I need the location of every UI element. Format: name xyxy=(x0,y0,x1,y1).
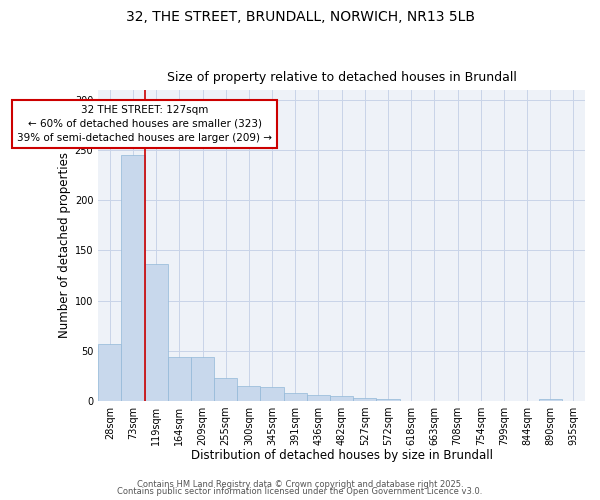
Bar xyxy=(307,395,330,401)
Bar xyxy=(168,357,191,401)
Bar xyxy=(353,398,376,401)
Bar xyxy=(191,357,214,401)
Text: 32 THE STREET: 127sqm
← 60% of detached houses are smaller (323)
39% of semi-det: 32 THE STREET: 127sqm ← 60% of detached … xyxy=(17,105,272,143)
Bar xyxy=(237,386,260,401)
Text: 32, THE STREET, BRUNDALL, NORWICH, NR13 5LB: 32, THE STREET, BRUNDALL, NORWICH, NR13 … xyxy=(125,10,475,24)
Bar xyxy=(539,399,562,401)
Bar xyxy=(214,378,237,401)
Text: Contains HM Land Registry data © Crown copyright and database right 2025.: Contains HM Land Registry data © Crown c… xyxy=(137,480,463,489)
Title: Size of property relative to detached houses in Brundall: Size of property relative to detached ho… xyxy=(167,72,517,85)
X-axis label: Distribution of detached houses by size in Brundall: Distribution of detached houses by size … xyxy=(191,450,493,462)
Y-axis label: Number of detached properties: Number of detached properties xyxy=(58,152,71,338)
Bar xyxy=(98,344,121,401)
Text: Contains public sector information licensed under the Open Government Licence v3: Contains public sector information licen… xyxy=(118,487,482,496)
Bar xyxy=(121,155,145,401)
Bar xyxy=(260,387,284,401)
Bar xyxy=(376,399,400,401)
Bar xyxy=(284,393,307,401)
Bar xyxy=(145,264,168,401)
Bar xyxy=(330,396,353,401)
